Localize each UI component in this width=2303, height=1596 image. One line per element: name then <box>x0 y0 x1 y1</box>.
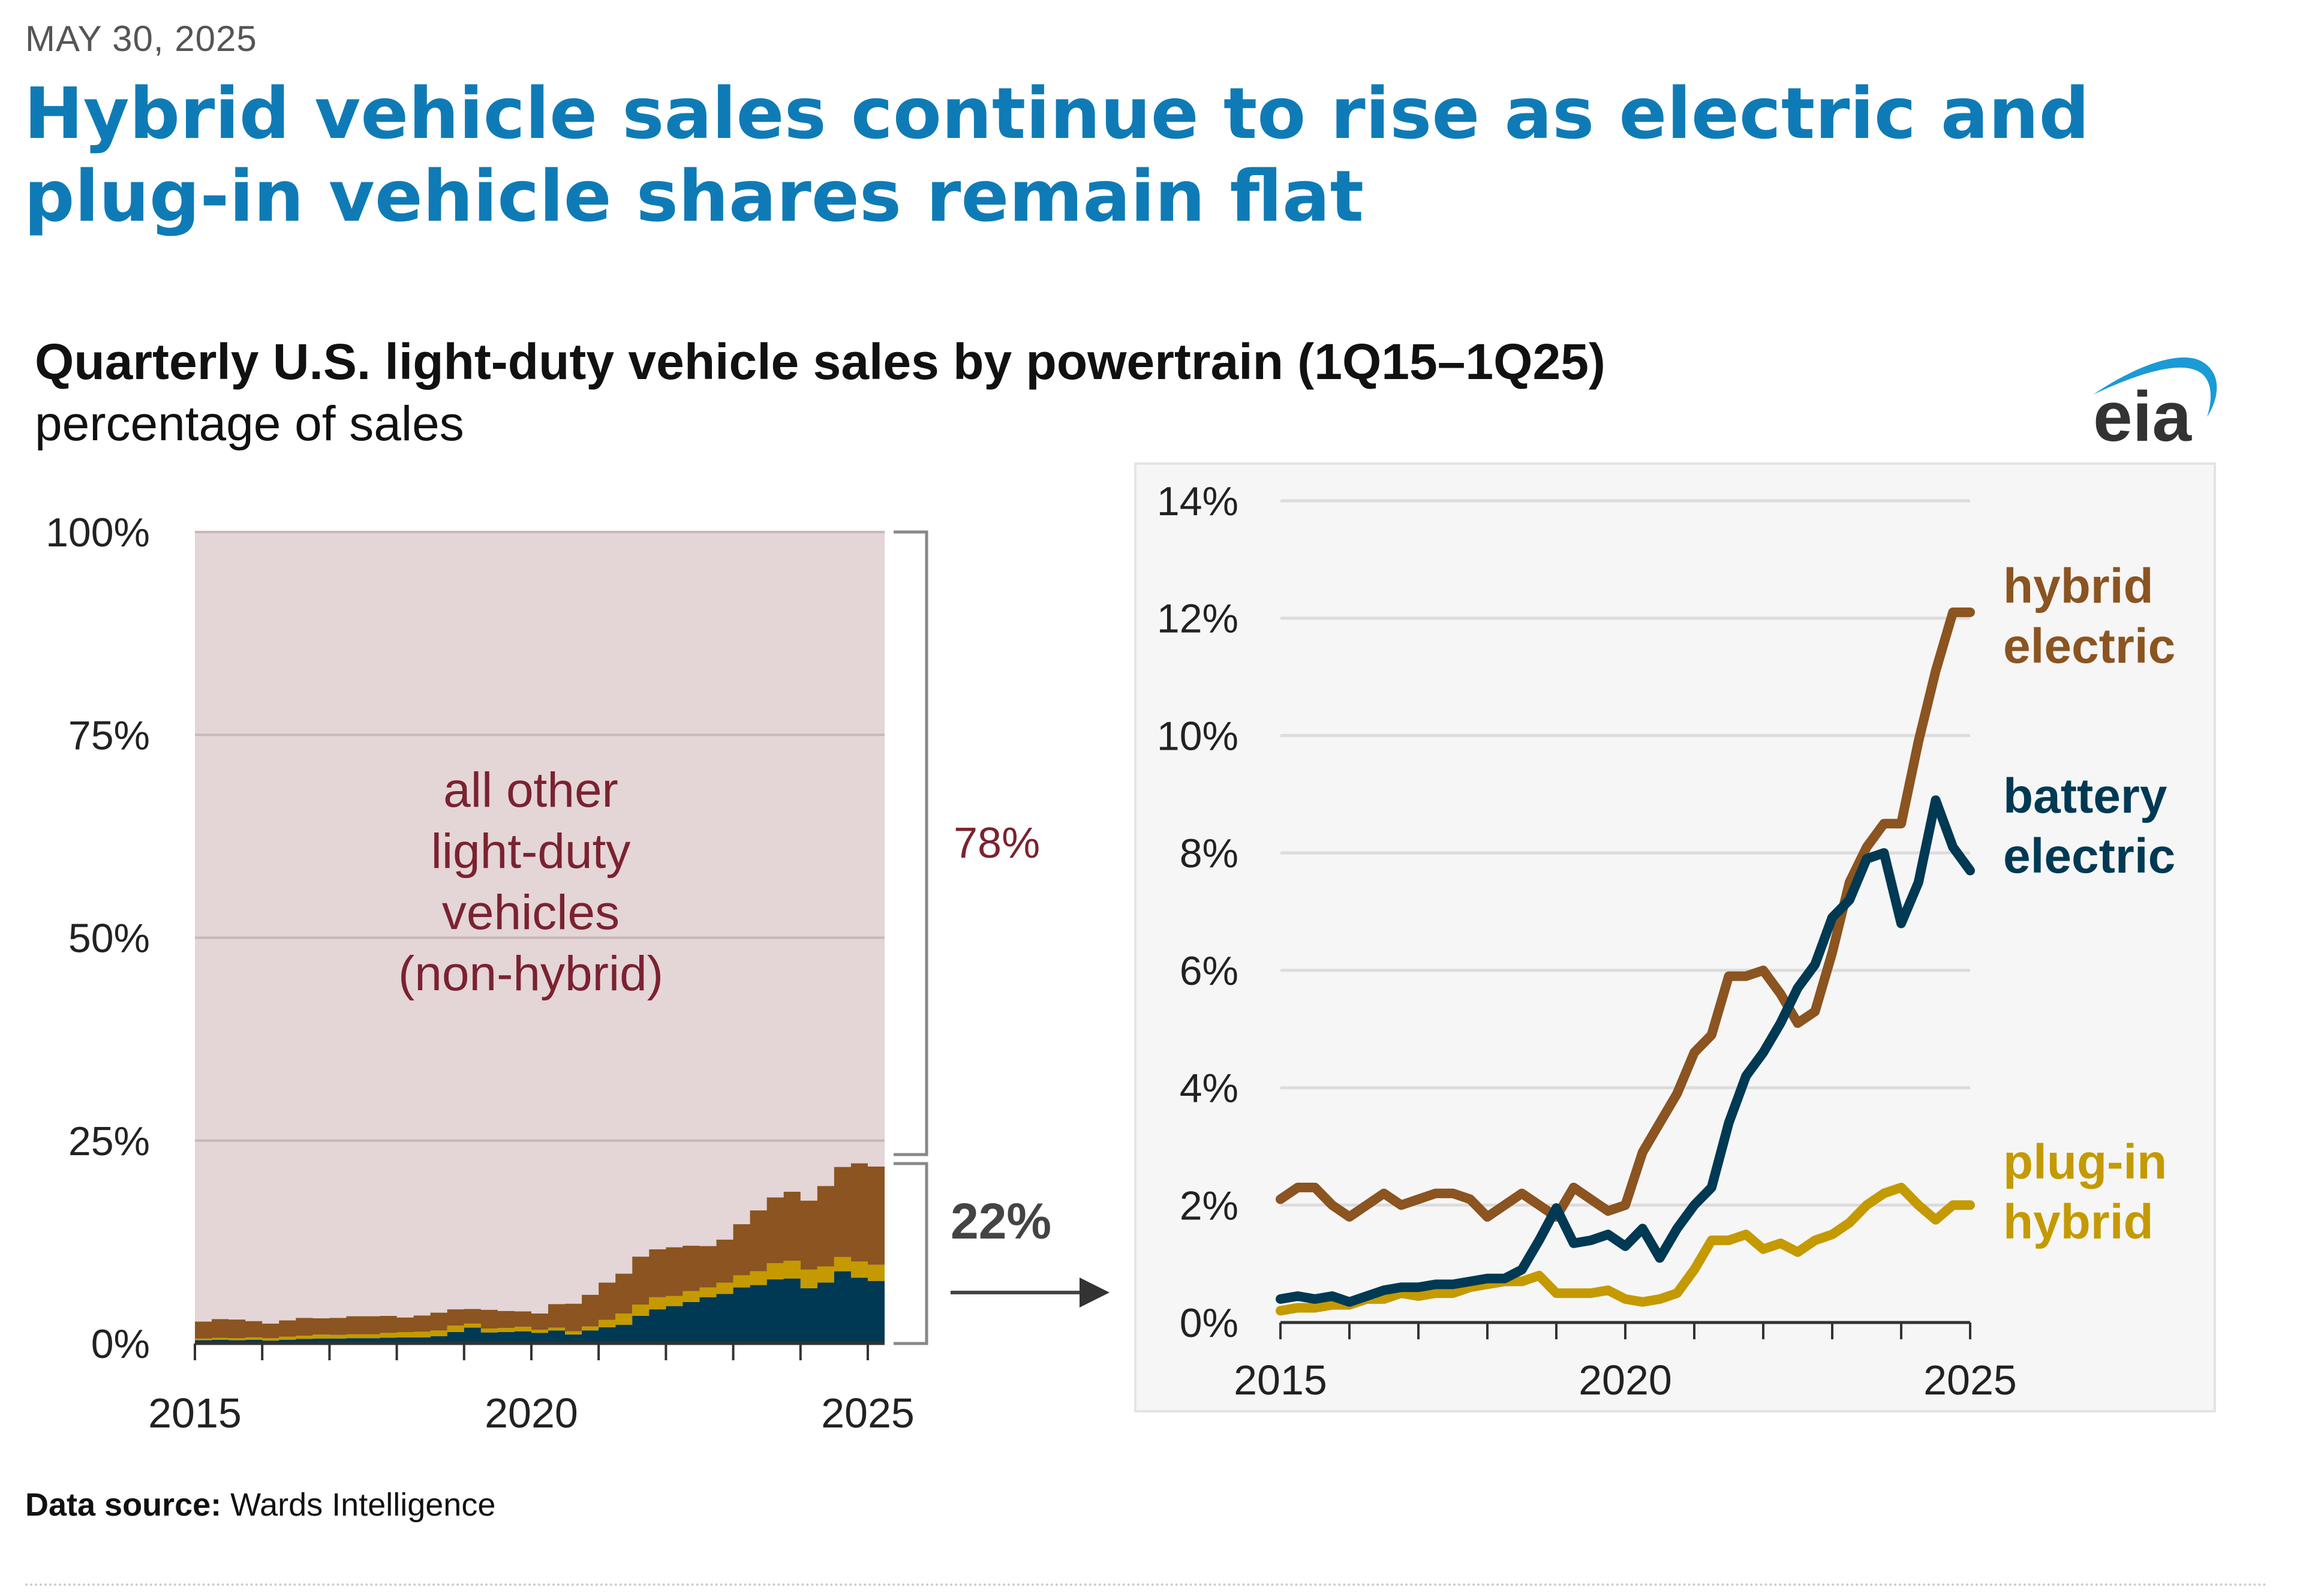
logo-arc <box>2093 357 2217 417</box>
other-area-label: light-duty <box>431 824 631 879</box>
series-label-battery-electric: electric <box>2003 829 2175 883</box>
y-tick-label: 12% <box>1157 596 1238 642</box>
x-tick-label: 2025 <box>821 1390 915 1436</box>
other-area-label: vehicles <box>442 885 620 940</box>
line-chart-panel <box>1134 462 2216 1412</box>
eia-logo[interactable]: eia <box>2093 342 2231 456</box>
data-source-value: Wards Intelligence <box>230 1487 496 1523</box>
series-label-battery-electric: battery <box>2003 769 2167 823</box>
bracket-other <box>894 530 928 1156</box>
publication-date: MAY 30, 2025 <box>25 19 257 59</box>
x-tick-label: 2020 <box>485 1390 578 1436</box>
y-tick-label: 100% <box>46 510 150 555</box>
data-source-label: Data source: <box>25 1487 222 1523</box>
y-tick-label: 4% <box>1180 1066 1238 1111</box>
y-tick-label: 14% <box>1157 479 1238 524</box>
x-tick-label: 2020 <box>1579 1357 1672 1403</box>
other-area-label: all other <box>443 763 618 817</box>
series-label-plug-in-hybrid: hybrid <box>2003 1195 2154 1249</box>
y-tick-label: 0% <box>1180 1300 1238 1346</box>
series-label-hybrid-electric: hybrid <box>2003 559 2154 614</box>
y-tick-label: 8% <box>1180 831 1238 876</box>
y-tick-label: 2% <box>1180 1183 1238 1228</box>
arrow-head-icon <box>1080 1278 1110 1308</box>
other-area-label: (non-hybrid) <box>398 946 663 1001</box>
x-tick-label: 2025 <box>1923 1357 2017 1403</box>
y-tick-label: 25% <box>68 1119 150 1164</box>
bracket-label-hybrid-group: 22% <box>951 1193 1051 1249</box>
headline: Hybrid vehicle sales continue to rise as… <box>24 72 2090 238</box>
area-hybrid-electric <box>195 1163 885 1339</box>
y-tick-label: 10% <box>1157 713 1238 759</box>
x-tick-label: 2015 <box>1234 1357 1327 1403</box>
series-label-plug-in-hybrid: plug-in <box>2003 1135 2167 1189</box>
y-tick-label: 50% <box>68 916 150 961</box>
logo-text: eia <box>2093 377 2192 444</box>
x-tick-label: 2015 <box>148 1390 242 1436</box>
eia-logo-icon: eia <box>2093 357 2217 456</box>
series-label-hybrid-electric: electric <box>2003 619 2175 674</box>
y-tick-label: 6% <box>1180 948 1238 994</box>
bracket-hybrid-group <box>894 1162 928 1345</box>
line-chart: 0%2%4%6%8%10%12%14%2015 2020 2025hybridele… <box>1134 462 2216 1412</box>
bracket-label-other: 78% <box>954 819 1040 867</box>
chart-subtitle: percentage of sales <box>35 396 464 451</box>
y-tick-label: 0% <box>91 1321 150 1367</box>
data-source: Data source: Wards Intelligence <box>25 1486 495 1523</box>
area-battery-electric <box>195 1271 885 1343</box>
chart-title: Quarterly U.S. light-duty vehicle sales … <box>35 333 1606 390</box>
y-tick-label: 75% <box>68 713 150 758</box>
stacked-area-chart: 0% 25% 50% 75% 100% 2015 2020 2025 all other ligh… <box>46 510 1110 1436</box>
footer-divider <box>25 1583 2268 1586</box>
